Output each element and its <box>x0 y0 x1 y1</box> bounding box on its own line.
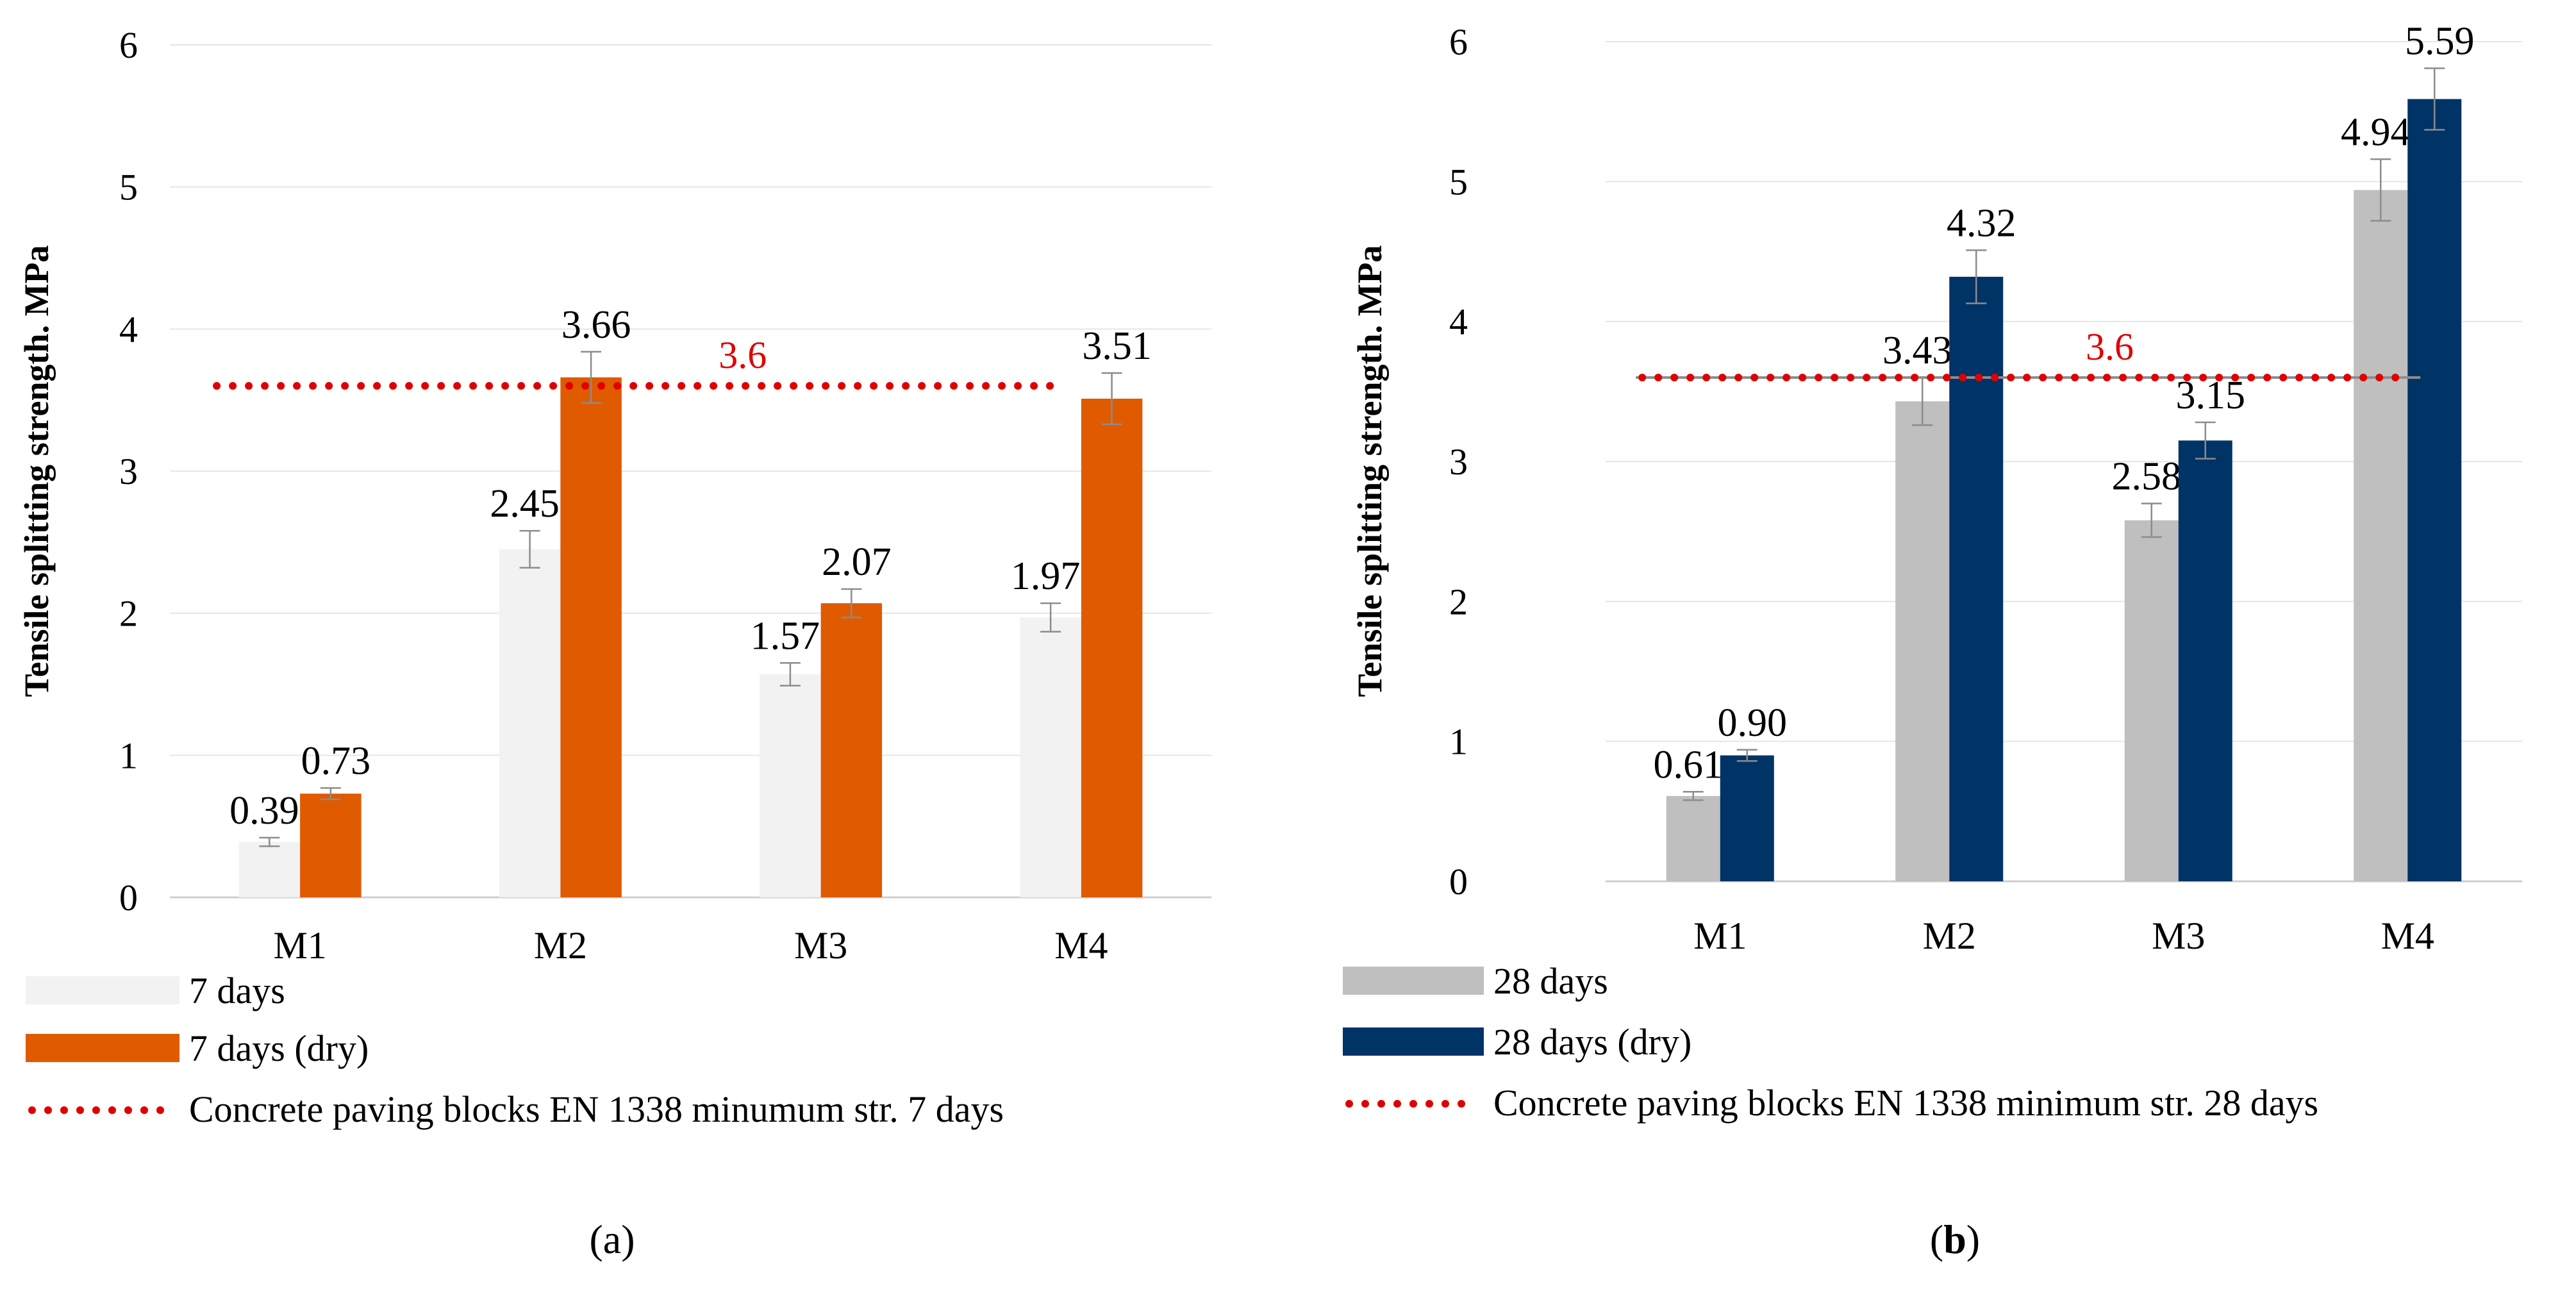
y-axis-label: Tensile splitting strength. MPa <box>17 245 56 697</box>
data-label: 4.32 <box>1947 201 2016 245</box>
bar <box>2178 440 2232 881</box>
category-label: M4 <box>1054 924 1108 967</box>
bar <box>499 549 561 897</box>
data-label: 0.73 <box>301 739 371 783</box>
legend-label: Concrete paving blocks EN 1338 minimum s… <box>1493 1082 2318 1124</box>
data-label: 3.43 <box>1882 329 1952 372</box>
bar <box>1020 617 1081 897</box>
y-tick-label: 4 <box>119 308 138 350</box>
data-label: 1.97 <box>1011 554 1081 598</box>
y-tick-label: 5 <box>119 167 138 208</box>
y-tick-label: 0 <box>1449 861 1468 902</box>
bar <box>1720 755 1774 881</box>
data-label: 0.90 <box>1718 701 1788 745</box>
bar <box>1666 795 1720 881</box>
category-label: M3 <box>794 924 847 967</box>
threshold-label: 3.6 <box>2086 326 2134 368</box>
legend-swatch <box>1343 967 1484 995</box>
data-label: 1.57 <box>751 614 820 658</box>
legend-label: Concrete paving blocks EN 1338 minumum s… <box>189 1088 1004 1130</box>
panel-label: (b) <box>1930 1217 1980 1262</box>
data-label: 3.66 <box>561 303 631 347</box>
y-tick-label: 5 <box>1449 161 1468 203</box>
data-label: 3.51 <box>1082 324 1152 368</box>
y-tick-label: 2 <box>1449 581 1468 622</box>
bar <box>300 794 361 897</box>
bar <box>1895 401 1950 881</box>
bar <box>560 377 622 897</box>
panel-label: (a) <box>589 1217 635 1262</box>
y-tick-label: 6 <box>119 24 138 66</box>
category-label: M2 <box>534 924 587 967</box>
threshold-label: 3.6 <box>719 334 767 376</box>
category-label: M1 <box>273 924 326 967</box>
chart-panel-b: 0 1 2 3 4 5 6 Tensile splitting strength. MPa 0.… <box>1343 19 2522 1262</box>
legend-label: 7 days (dry) <box>189 1027 369 1069</box>
category-label: M1 <box>1693 915 1747 957</box>
y-tick-label: 6 <box>1449 21 1468 63</box>
legend-label: 7 days <box>189 970 285 1011</box>
data-label: 0.39 <box>229 789 299 833</box>
bar <box>760 674 821 897</box>
bar <box>1949 276 2004 881</box>
legend-swatch <box>1343 1027 1484 1056</box>
y-tick-label: 1 <box>1449 721 1468 763</box>
data-label: 5.59 <box>2405 19 2475 63</box>
data-label: 2.07 <box>822 540 892 584</box>
y-tick-label: 4 <box>1449 301 1468 343</box>
bar <box>2407 99 2462 882</box>
y-tick-label: 3 <box>119 451 138 492</box>
category-label: M2 <box>1923 915 1976 957</box>
data-label: 0.61 <box>1653 743 1723 786</box>
y-axis-label: Tensile splitting strength. MPa <box>1350 245 1389 697</box>
y-tick-label: 0 <box>119 877 138 919</box>
legend-label: 28 days (dry) <box>1493 1021 1691 1063</box>
bar <box>820 603 883 897</box>
legend-label: 28 days <box>1493 960 1608 1002</box>
bar <box>2124 520 2179 881</box>
bar <box>238 842 301 897</box>
y-tick-label: 3 <box>1449 441 1468 483</box>
legend-swatch <box>26 1034 179 1062</box>
chart-panel-a: 0 1 2 3 4 5 6 Tensile splitting strength. MPa 0.… <box>17 24 1211 1262</box>
legend-swatch <box>26 976 179 1004</box>
category-label: M4 <box>2381 915 2434 957</box>
bar <box>1081 398 1143 897</box>
bar <box>2354 190 2408 881</box>
category-label: M3 <box>2152 915 2205 957</box>
data-label: 2.45 <box>490 482 560 526</box>
y-tick-label: 1 <box>119 735 138 776</box>
data-label: 4.94 <box>2341 110 2411 154</box>
y-tick-label: 2 <box>119 593 138 635</box>
data-label: 2.58 <box>2111 455 2181 499</box>
